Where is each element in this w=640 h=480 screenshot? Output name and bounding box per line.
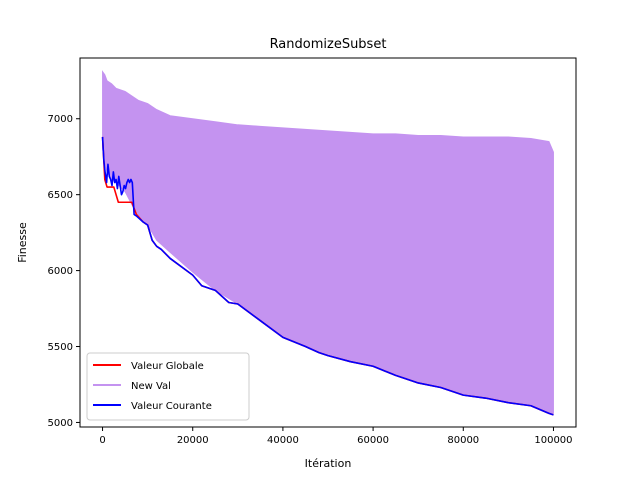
y-tick-label: 6000: [48, 266, 73, 277]
legend-label-valeur-courante: Valeur Courante: [131, 401, 212, 412]
x-tick-label: 100000: [534, 435, 572, 446]
x-tick-label: 60000: [357, 435, 389, 446]
x-tick-label: 0: [99, 435, 105, 446]
legend-label-valeur-globale: Valeur Globale: [131, 361, 204, 372]
plot-area: [101, 70, 554, 416]
series-valeur-courante: [101, 136, 554, 416]
y-tick-label: 7000: [48, 114, 73, 125]
y-tick-label: 6500: [48, 190, 73, 201]
y-tick-label: 5000: [48, 418, 73, 429]
x-axis: 0 20000 40000 60000 80000 100000: [99, 427, 573, 446]
plot-frame: [79, 57, 577, 428]
x-tick-label: 40000: [267, 435, 299, 446]
legend-box: [86, 352, 250, 421]
y-axis: 5000 5500 6000 6500 7000: [48, 114, 80, 429]
x-tick-label: 20000: [177, 435, 209, 446]
x-tick-label: 80000: [447, 435, 479, 446]
x-axis-title: Itération: [305, 457, 352, 470]
y-tick-label: 5500: [48, 342, 73, 353]
plot-series: [101, 70, 554, 416]
legend: Valeur Globale New Val Valeur Courante: [86, 352, 250, 421]
series-new-val: [102, 70, 554, 414]
y-axis-title: Finesse: [16, 222, 29, 263]
legend-label-new-val: New Val: [131, 381, 171, 392]
chart-title: RandomizeSubset: [270, 37, 387, 52]
